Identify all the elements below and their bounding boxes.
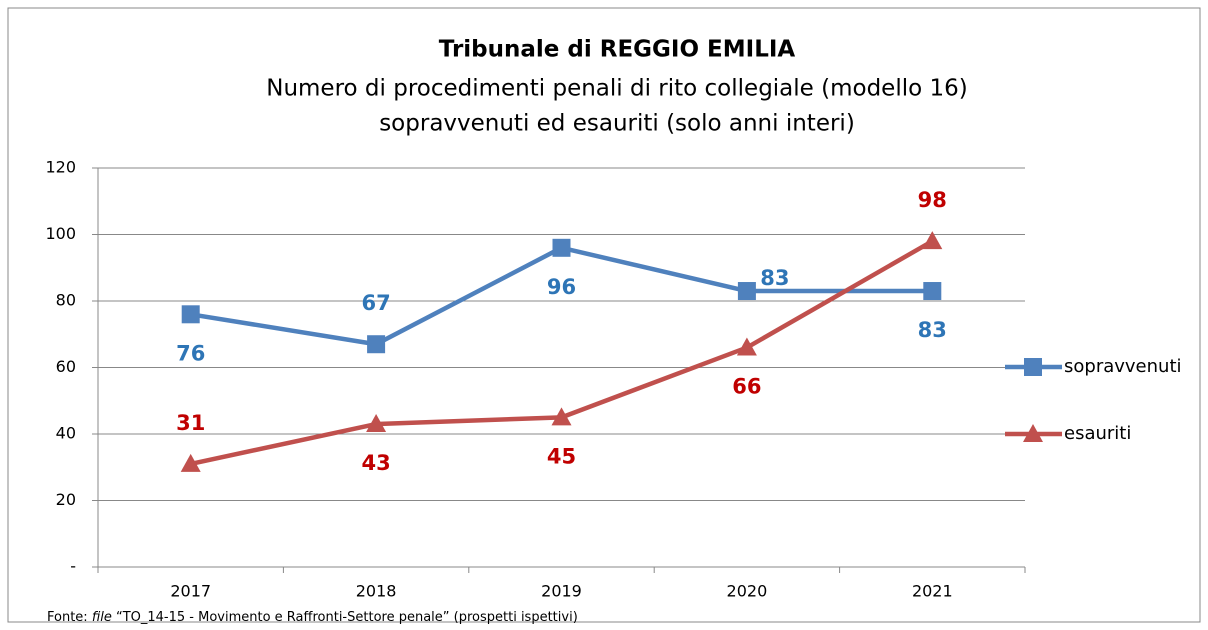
marker (180, 453, 201, 472)
data-label: 31 (176, 411, 205, 435)
legend-label: sopravvenuti (1064, 356, 1182, 377)
marker (922, 231, 943, 250)
legend-marker (1023, 424, 1043, 442)
data-label: 98 (918, 188, 947, 212)
source-part: “TO_14-15 - Movimento e Raffronti-Settor… (112, 610, 578, 625)
x-tick-label: 2021 (912, 582, 953, 601)
marker (737, 282, 756, 301)
x-tick-label: 2019 (541, 582, 582, 601)
y-tick-label: 120 (45, 158, 76, 177)
y-tick-label: 20 (56, 490, 76, 509)
y-tick-label: - (70, 557, 76, 576)
data-label: 76 (176, 341, 205, 365)
marker (366, 414, 387, 433)
source-note: Fonte: file “TO_14-15 - Movimento e Raff… (47, 610, 578, 625)
data-label: 83 (760, 266, 789, 290)
x-tick-label: 2018 (356, 582, 397, 601)
chart-title: Tribunale di REGGIO EMILIA (439, 37, 796, 63)
legend-label: esauriti (1064, 423, 1131, 444)
source-part: file (92, 610, 112, 625)
legend-marker (1024, 358, 1042, 376)
data-label: 43 (361, 451, 390, 475)
x-tick-label: 2017 (170, 582, 211, 601)
chart-subtitle: Numero di procedimenti penali di rito co… (266, 76, 967, 102)
y-tick-label: 60 (56, 357, 76, 376)
y-tick-label: 80 (56, 291, 76, 310)
chart-subtitle: sopravvenuti ed esauriti (solo anni inte… (379, 111, 855, 137)
data-label: 45 (547, 444, 576, 468)
data-label: 67 (361, 291, 390, 315)
data-label: 83 (918, 318, 947, 342)
marker (367, 335, 386, 354)
data-label: 96 (547, 275, 576, 299)
source-part: Fonte: (47, 610, 92, 625)
y-tick-label: 40 (56, 424, 76, 443)
marker (736, 337, 757, 356)
x-tick-label: 2020 (727, 582, 768, 601)
marker (923, 282, 942, 301)
y-tick-label: 100 (45, 224, 76, 243)
data-label: 66 (732, 375, 761, 399)
marker (552, 238, 571, 257)
marker (181, 305, 200, 324)
marker (551, 407, 572, 426)
